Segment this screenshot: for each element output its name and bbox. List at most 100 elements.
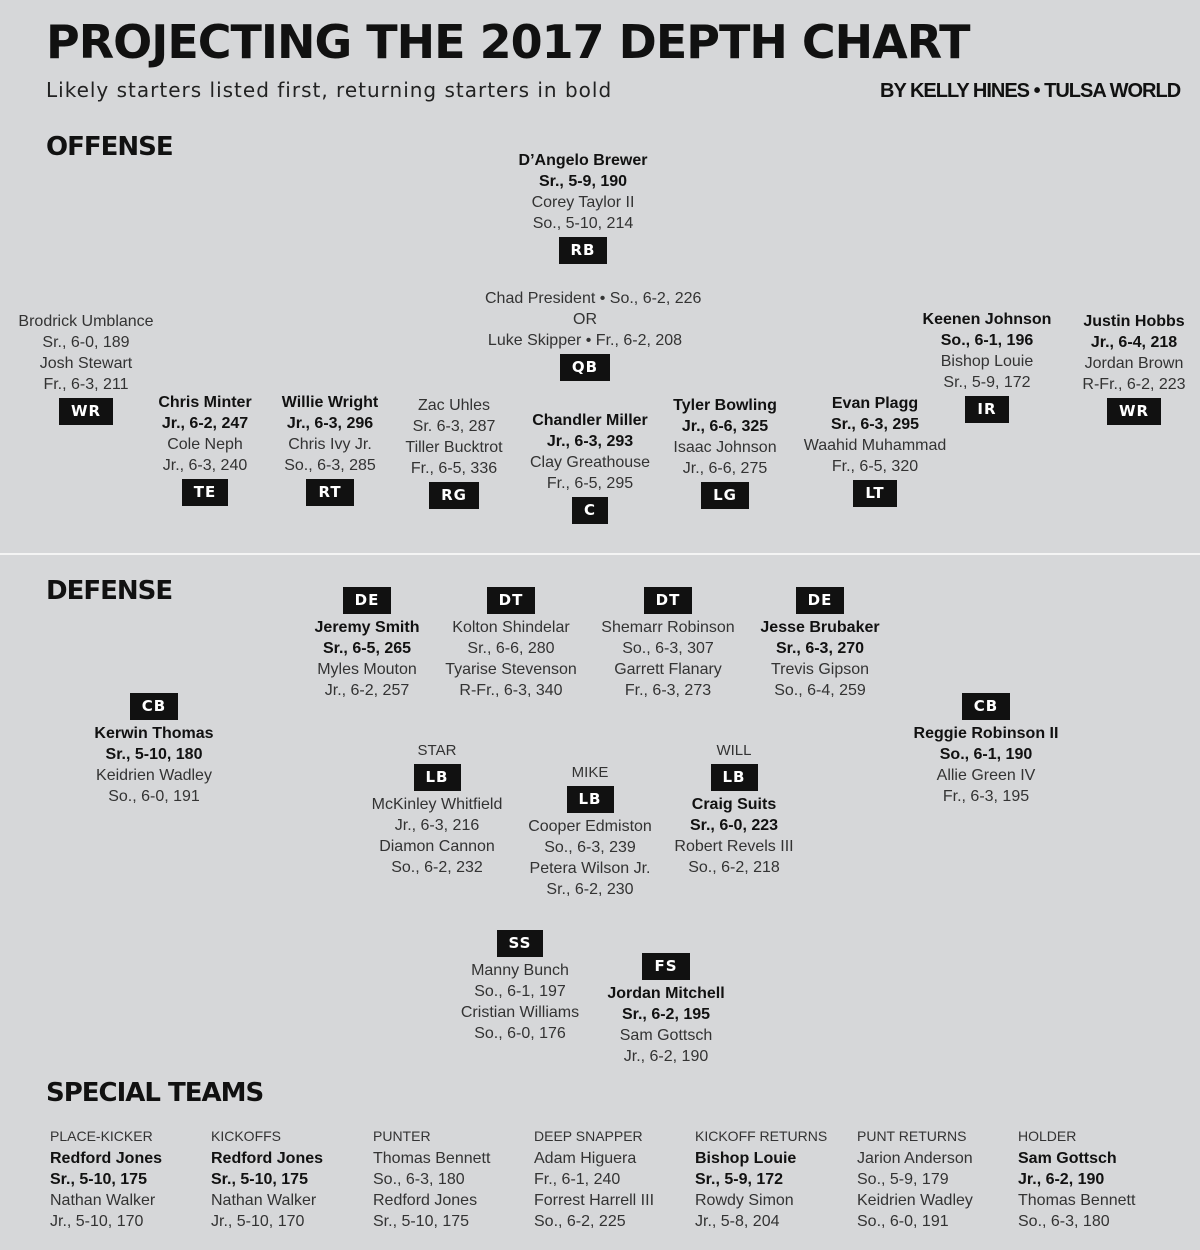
player-details: So., 6-3, 180: [1018, 1213, 1110, 1230]
position-badge: LB: [413, 764, 461, 791]
special-teams-punt-returns: PUNT RETURNS Jarion Anderson So., 5-9, 179…: [857, 1126, 1017, 1232]
position-rt: Willie Wright Jr., 6-3, 296 Chris Ivy Jr. S…: [230, 392, 430, 509]
player-details: So., 6-1, 196: [940, 332, 1034, 349]
position-badge: LT: [853, 480, 897, 507]
special-teams-role: HOLDER: [1018, 1128, 1077, 1144]
player-name: Keidrien Wadley: [96, 767, 212, 784]
player-details: So., 6-4, 259: [774, 682, 866, 699]
player-name: Tiller Bucktrot: [405, 439, 503, 456]
position-lt: Evan Plagg Sr., 6-3, 295 Waahid Muhammad Fr…: [775, 393, 975, 510]
position-fs: FS Jordan Mitchell Sr., 6-2, 195 Sam Gottsc…: [566, 950, 766, 1067]
player-name: Trevis Gipson: [770, 661, 870, 678]
special-teams-role: KICKOFF RETURNS: [695, 1128, 828, 1144]
player-details: Sr., 5-9, 190: [538, 173, 628, 190]
player-details: Fr., 6-3, 273: [624, 682, 712, 699]
special-teams-role: DEEP SNAPPER: [534, 1128, 643, 1144]
player-details: Sr., 6-0, 223: [689, 817, 779, 834]
player-details: So., 6-2, 218: [688, 859, 780, 876]
player-name: Reggie Robinson II: [913, 725, 1059, 742]
player-details: So., 6-0, 191: [108, 788, 200, 805]
player-name: Chad President • So., 6-2, 226: [485, 290, 702, 307]
player-name: Myles Mouton: [317, 661, 417, 678]
player-name: Sam Gottsch: [1018, 1150, 1117, 1167]
player-name: Cooper Edmiston: [528, 818, 652, 835]
position-badge: LB: [566, 786, 614, 813]
player-name: Forrest Harrell III: [534, 1192, 655, 1209]
player-details: So., 5-9, 179: [857, 1171, 949, 1188]
position-lb-star: STAR LB McKinley Whitfield Jr., 6-3, 216 Dia…: [337, 740, 537, 878]
player-details: Jr., 6-6, 325: [681, 418, 769, 435]
position-badge: WR: [1106, 398, 1162, 425]
section-heading-offense: OFFENSE: [46, 132, 174, 162]
position-te: Chris Minter Jr., 6-2, 247 Cole Neph Jr., 6…: [105, 392, 305, 509]
special-teams-role: PLACE-KICKER: [50, 1128, 153, 1144]
position-rb: D’Angelo Brewer Sr., 5-9, 190 Corey Taylor…: [483, 150, 683, 267]
special-teams-role: PUNT RETURNS: [857, 1128, 967, 1144]
player-name: McKinley Whitfield: [371, 796, 503, 813]
player-details: Sr., 6-3, 295: [830, 416, 920, 433]
player-name: Thomas Bennett: [1018, 1192, 1136, 1209]
position-sublabel: STAR: [417, 742, 457, 759]
player-name: Nathan Walker: [50, 1192, 156, 1209]
position-sublabel: WILL: [716, 742, 752, 759]
position-badge: DE: [342, 587, 392, 614]
player-details: Jr., 6-2, 190: [623, 1048, 709, 1065]
player-details: Sr., 6-6, 280: [467, 640, 555, 657]
player-name: Cristian Williams: [460, 1004, 580, 1021]
player-name: Keenen Johnson: [922, 311, 1052, 328]
position-badge: DE: [795, 587, 845, 614]
player-name: Petera Wilson Jr.: [529, 860, 651, 877]
player-details: So., 6-2, 225: [534, 1213, 626, 1230]
player-details: Jr., 6-2, 190: [1018, 1171, 1105, 1188]
player-name: Brodrick Umblance: [18, 313, 154, 330]
position-badge: QB: [559, 354, 611, 381]
player-details: So., 6-3, 180: [373, 1171, 465, 1188]
position-lg: Tyler Bowling Jr., 6-6, 325 Isaac Johnson J…: [625, 395, 825, 512]
player-details: Jr., 6-4, 218: [1090, 334, 1178, 351]
player-name: Redford Jones: [50, 1150, 163, 1167]
position-badge: RT: [306, 479, 354, 506]
player-name: Jordan Mitchell: [607, 985, 725, 1002]
player-details: Sr., 6-3, 270: [775, 640, 865, 657]
subtitle: Likely starters listed first, returning …: [46, 78, 613, 102]
player-name: Chris Ivy Jr.: [288, 436, 372, 453]
player-details: R-Fr., 6-3, 340: [459, 682, 563, 699]
player-details: So., 6-3, 307: [622, 640, 714, 657]
player-details: Jr., 5-10, 170: [211, 1213, 305, 1230]
player-name: Allie Green IV: [936, 767, 1036, 784]
player-details: Sr., 6-0, 189: [42, 334, 130, 351]
player-name: Adam Higuera: [534, 1150, 637, 1167]
player-details: Fr., 6-5, 320: [831, 458, 919, 475]
player-name: Sam Gottsch: [619, 1027, 713, 1044]
special-teams-holder: HOLDER Sam Gottsch Jr., 6-2, 190 Thomas Ben…: [1018, 1126, 1178, 1232]
position-wr-right: Justin Hobbs Jr., 6-4, 218 Jordan Brown R-F…: [1034, 311, 1200, 428]
special-teams-kickoff-returns: KICKOFF RETURNS Bishop Louie Sr., 5-9, 172…: [695, 1126, 855, 1232]
player-details: Jr., 6-6, 275: [682, 460, 768, 477]
position-cb-left: CB Kerwin Thomas Sr., 5-10, 180 Keidrien Wa…: [54, 690, 254, 807]
player-details: Jr., 6-3, 293: [546, 433, 634, 450]
player-name: Zac Uhles: [417, 397, 491, 414]
position-lb-mike: MIKE LB Cooper Edmiston So., 6-3, 239 Petera…: [490, 762, 690, 900]
player-details: So., 6-3, 285: [284, 457, 376, 474]
position-badge: C: [571, 497, 608, 524]
position-badge: RB: [558, 237, 608, 264]
position-badge: SS: [496, 930, 544, 957]
player-details: Fr., 6-1, 240: [534, 1171, 621, 1188]
position-badge: LG: [701, 482, 749, 509]
player-details: Sr., 5-10, 175: [50, 1171, 147, 1188]
position-dt-left: DT Kolton Shindelar Sr., 6-6, 280 Tyarise S…: [411, 584, 611, 701]
position-de-left: DE Jeremy Smith Sr., 6-5, 265 Myles Mouton J…: [267, 584, 467, 701]
position-badge: IR: [965, 396, 1009, 423]
player-details: Sr. 6-3, 287: [412, 418, 496, 435]
position-dt-right: DT Shemarr Robinson So., 6-3, 307 Garrett F…: [568, 584, 768, 701]
player-details: Sr., 6-2, 195: [621, 1006, 711, 1023]
player-details: So., 6-2, 232: [391, 859, 483, 876]
player-name: Diamon Cannon: [379, 838, 495, 855]
player-name: Shemarr Robinson: [601, 619, 735, 636]
player-name: Chandler Miller: [532, 412, 648, 429]
section-heading-special-teams: SPECIAL TEAMS: [46, 1078, 264, 1108]
position-de-right: DE Jesse Brubaker Sr., 6-3, 270 Trevis Gips…: [720, 584, 920, 701]
player-name: Jarion Anderson: [857, 1150, 973, 1167]
position-qb: Chad President • So., 6-2, 226 OR Luke Ski…: [485, 288, 702, 384]
player-name: Redford Jones: [373, 1192, 478, 1209]
